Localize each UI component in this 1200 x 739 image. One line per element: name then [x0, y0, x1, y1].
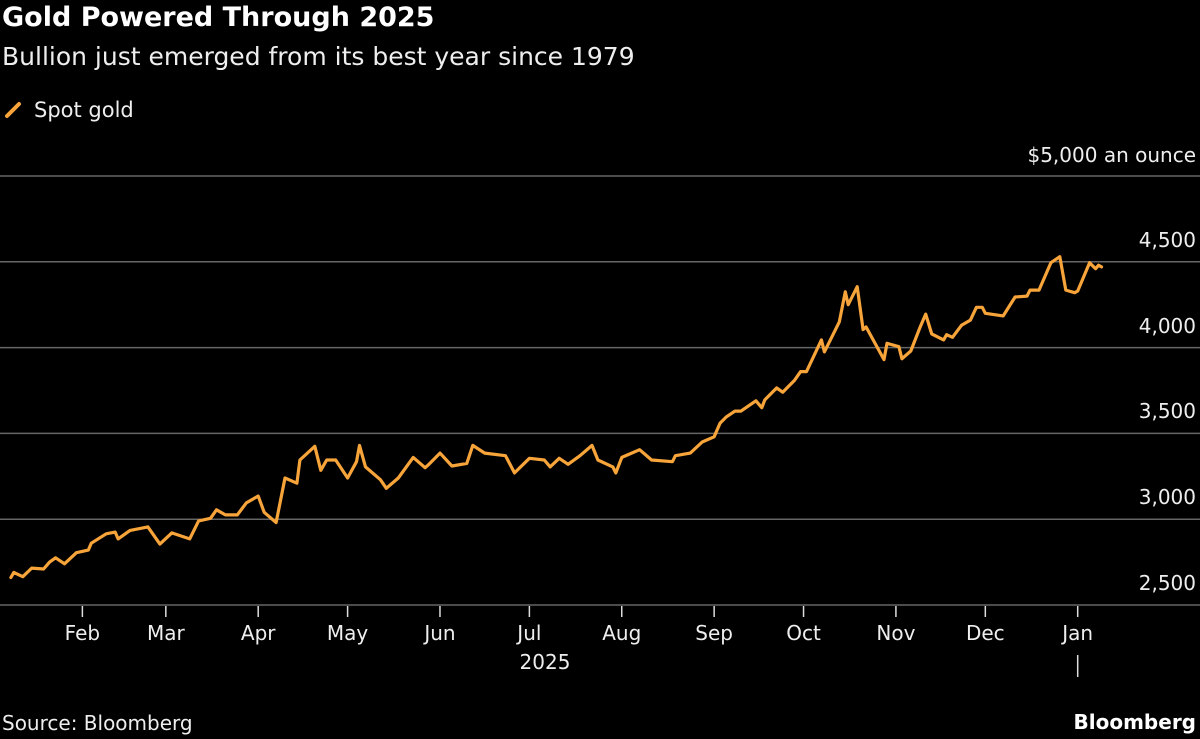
x-tick-label: Dec [965, 621, 1005, 645]
x-tick-label: Jul [517, 621, 542, 645]
x-tick-label: Jan [1062, 621, 1094, 645]
x-tick-label: Sep [695, 621, 733, 645]
spot-gold-line [9, 255, 1104, 580]
legend: Spot gold [4, 98, 134, 122]
y-tick-label: 4,500 [1138, 227, 1196, 252]
x-tick-label: Apr [240, 621, 276, 645]
y-axis-unit-label: $5,000 an ounce [1027, 143, 1196, 167]
x-tick-label: Jun [424, 621, 456, 645]
y-tick-label: 3,500 [1138, 399, 1196, 424]
x-tick-label: Mar [146, 621, 185, 645]
source-note: Source: Bloomberg [2, 711, 193, 735]
y-tick-label: 4,000 [1138, 313, 1196, 338]
x-tick-label: Nov [876, 621, 916, 645]
y-tick-label: 2,500 [1138, 571, 1196, 595]
x-tick-label: Aug [602, 621, 642, 645]
chart-subtitle: Bullion just emerged from its best year … [2, 42, 635, 71]
chart-title: Gold Powered Through 2025 [2, 2, 435, 33]
x-tick-label: May [326, 621, 369, 645]
x-tick-label: Oct [786, 621, 821, 645]
brand-logo: Bloomberg [1073, 710, 1196, 734]
legend-label: Spot gold [34, 98, 134, 122]
legend-line-icon [5, 102, 21, 118]
y-tick-label: 3,000 [1138, 485, 1196, 510]
x-tick-label: Feb [64, 621, 101, 645]
x-axis-year-label: 2025 [519, 650, 571, 674]
